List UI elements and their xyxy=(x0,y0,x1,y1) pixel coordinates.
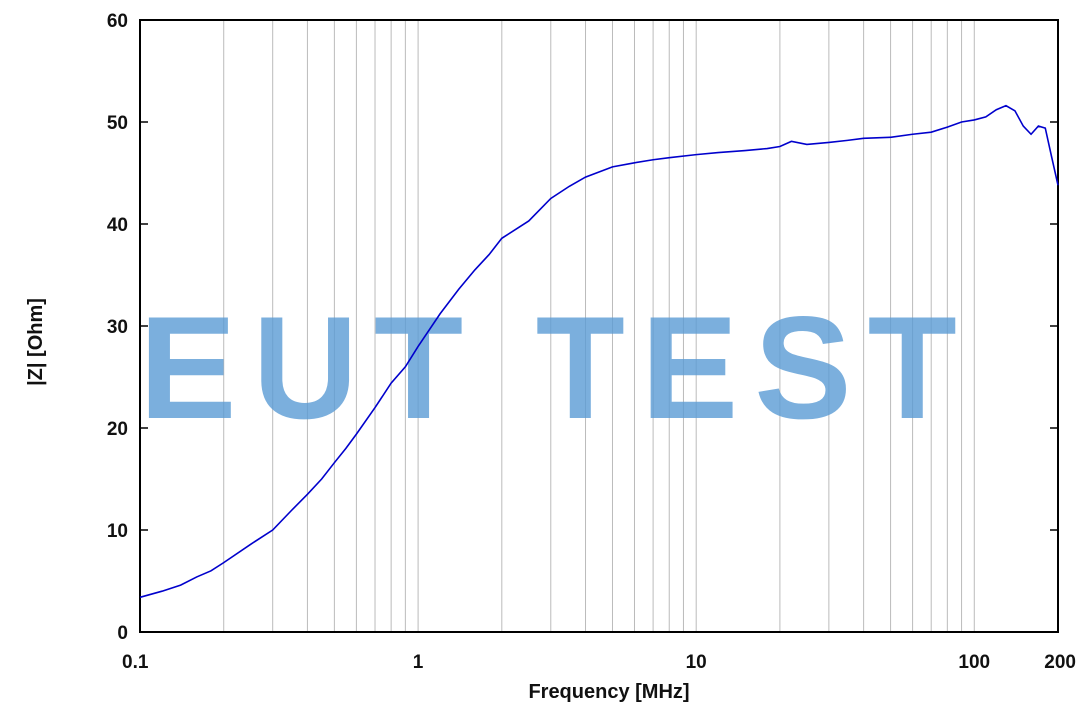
y-tick-label: 20 xyxy=(107,419,128,440)
series-line-impedance xyxy=(139,104,1059,599)
y-tick-label: 0 xyxy=(117,623,128,644)
grid xyxy=(223,20,975,632)
y-tick-label: 50 xyxy=(107,113,128,134)
watermark-text: EUT TEST xyxy=(139,286,973,449)
x-tick-label: 10 xyxy=(686,652,707,673)
y-axis-ticks: 0 10 20 30 40 50 60 xyxy=(107,11,1058,644)
x-axis-ticks: 0.1 1 10 100 200 xyxy=(122,652,1076,673)
y-tick-label: 60 xyxy=(107,11,128,32)
y-tick-label: 30 xyxy=(107,317,128,338)
x-axis-label: Frequency [MHz] xyxy=(528,681,689,703)
x-tick-label: 0.1 xyxy=(122,652,149,673)
y-tick-label: 10 xyxy=(107,521,128,542)
x-tick-label: 1 xyxy=(413,652,424,673)
x-tick-label: 100 xyxy=(958,652,990,673)
y-axis-label: |Z| [Ohm] xyxy=(25,298,47,386)
x-tick-label: 200 xyxy=(1044,652,1076,673)
y-tick-label: 40 xyxy=(107,215,128,236)
